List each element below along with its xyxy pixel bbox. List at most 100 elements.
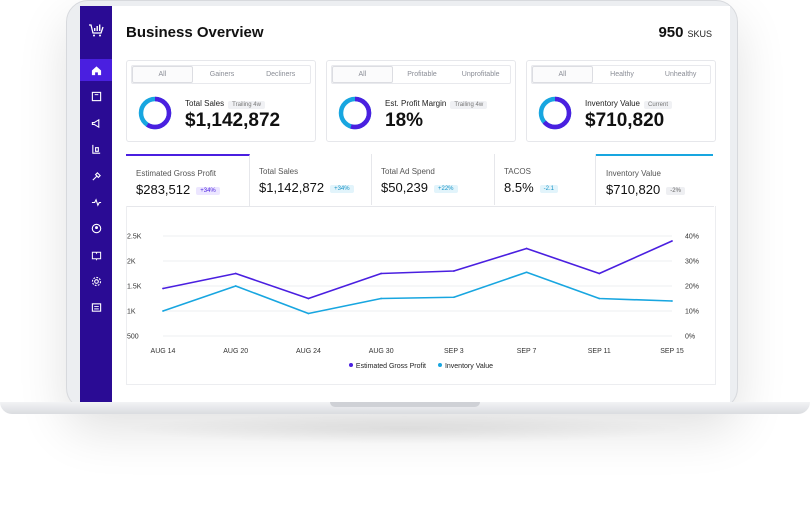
megaphone-icon (91, 118, 99, 128)
sidebar-item-inventory[interactable] (80, 85, 112, 107)
chart-panel: 2.5K 40% 2K 30% 1.5K 20% 1K 10% 500 0% AUG 14 AUG 2… (126, 206, 716, 385)
x-tick: AUG 24 (296, 348, 321, 355)
data-point (380, 272, 383, 275)
card-label: Inventory Value Current (585, 99, 673, 109)
sidebar-item-logistics[interactable] (80, 138, 112, 160)
metric-value-text: $50,239 (381, 180, 428, 195)
filter-gainers[interactable]: Gainers (209, 71, 235, 78)
data-point (452, 296, 455, 299)
user-icon (91, 223, 101, 233)
metrics-row: Estimated Gross Profit $283,512 +34% Tota… (126, 154, 714, 207)
sidebar-item-reports[interactable] (80, 296, 112, 318)
data-point (234, 272, 237, 275)
metric-ad-spend[interactable]: Total Ad Spend $50,239 +22% (371, 154, 495, 205)
x-tick: SEP 11 (588, 348, 611, 355)
card-tag: Trailing 4w (450, 101, 488, 109)
cart-chart-logo-icon (89, 24, 104, 37)
metric-tacos[interactable]: TACOS 8.5% -2.1 (494, 154, 596, 205)
data-point (307, 297, 310, 300)
x-tick: AUG 14 (151, 348, 176, 355)
data-point (162, 287, 164, 290)
laptop-shadow (120, 414, 690, 444)
x-tick: AUG 30 (369, 348, 394, 355)
y-tick-right: 10% (685, 309, 699, 316)
inventory-icon (91, 91, 101, 101)
metric-value-text: 8.5% (504, 180, 534, 195)
forklift-icon (91, 144, 100, 154)
line-chart: 2.5K 40% 2K 30% 1.5K 20% 1K 10% 500 0% AUG 14 AUG 2… (127, 234, 699, 356)
filter-decliners[interactable]: Decliners (266, 71, 296, 78)
filter-all[interactable]: All (332, 66, 393, 83)
filter-all[interactable]: All (532, 66, 593, 83)
card-value: $1,142,872 (185, 110, 281, 131)
sidebar-item-docs[interactable] (80, 244, 112, 266)
y-tick-right: 20% (685, 284, 699, 291)
legend-inventory-value[interactable]: Inventory Value (437, 363, 494, 370)
sidebar (80, 6, 112, 402)
total-sales-card: All Gainers Decliners Total Sales Trailin… (126, 60, 316, 142)
data-point (307, 312, 310, 315)
card-tag: Trailing 4w (228, 101, 265, 109)
profit-margin-card: All Profitable Unprofitable Est. Profit … (326, 60, 516, 142)
book-icon (91, 251, 101, 261)
y-tick-left: 1.5K (127, 284, 142, 291)
laptop-base (0, 402, 810, 414)
metric-inventory-value[interactable]: Inventory Value $710,820 -2% (596, 154, 713, 207)
chart-legend: Estimated Gross Profit Inventory Value (127, 363, 715, 370)
x-tick: SEP 3 (444, 348, 464, 355)
legend-gross-profit[interactable]: Estimated Gross Profit (348, 363, 426, 370)
sidebar-item-settings[interactable] (80, 270, 112, 292)
card-label: Est. Profit Margin Trailing 4w (385, 99, 488, 109)
metric-label: Total Sales (259, 167, 299, 176)
legend-label: Inventory Value (444, 363, 494, 370)
data-point (598, 272, 601, 275)
metric-gross-profit[interactable]: Estimated Gross Profit $283,512 +34% (126, 154, 250, 207)
filter-profitable[interactable]: Profitable (407, 71, 437, 78)
change-badge: +34% (196, 187, 220, 195)
y-tick-right: 40% (685, 234, 699, 241)
metric-label: Inventory Value (606, 169, 661, 178)
gear-icon (91, 276, 101, 286)
data-point (380, 297, 383, 300)
change-badge: +22% (434, 185, 458, 193)
data-point (162, 310, 164, 312)
laptop-notch (330, 402, 480, 407)
sidebar-item-account[interactable] (80, 217, 112, 239)
page-title: Business Overview (126, 24, 264, 41)
profit-donut-icon (338, 96, 372, 130)
sidebar-item-home[interactable] (80, 59, 112, 81)
x-tick: SEP 7 (517, 348, 537, 355)
metric-value: $283,512 +34% (136, 182, 220, 197)
metric-value: $1,142,872 +34% (259, 180, 354, 195)
data-point (452, 270, 455, 272)
sidebar-item-ads[interactable] (80, 112, 112, 134)
data-point (525, 247, 528, 250)
filter-unprofitable[interactable]: Unprofitable (461, 71, 500, 78)
metric-label: Total Ad Spend (381, 167, 435, 176)
series-line-inventory-value (162, 271, 673, 315)
metric-value: $50,239 +22% (381, 180, 458, 195)
pulse-icon (91, 197, 101, 207)
sales-donut-icon (138, 96, 172, 130)
sidebar-item-tools[interactable] (80, 165, 112, 187)
sku-unit: SKUS (687, 29, 712, 39)
sidebar-item-activity[interactable] (80, 191, 112, 213)
card-label: Total Sales Trailing 4w (185, 99, 265, 109)
metric-label: TACOS (504, 167, 531, 176)
app-screen: Business Overview 950 SKUS All Gainers De… (80, 6, 730, 402)
change-badge: -2.1 (539, 185, 558, 193)
y-tick-left: 1K (127, 309, 136, 316)
metric-total-sales[interactable]: Total Sales $1,142,872 +34% (249, 154, 372, 205)
y-tick-left: 2.5K (127, 234, 142, 241)
data-point (598, 297, 601, 300)
card-value: 18% (385, 110, 424, 131)
filter-healthy[interactable]: Healthy (610, 71, 634, 78)
series-line-gross-profit (162, 240, 673, 300)
filter-unhealthy[interactable]: Unhealthy (664, 71, 697, 78)
filter-all[interactable]: All (132, 66, 193, 83)
inventory-value-card: All Healthy Unhealthy Inventory Value Cur… (526, 60, 716, 142)
home-icon (91, 65, 101, 75)
card-label-text: Total Sales (185, 99, 225, 108)
main-content: Business Overview 950 SKUS All Gainers De… (112, 6, 730, 402)
data-point (671, 300, 673, 302)
